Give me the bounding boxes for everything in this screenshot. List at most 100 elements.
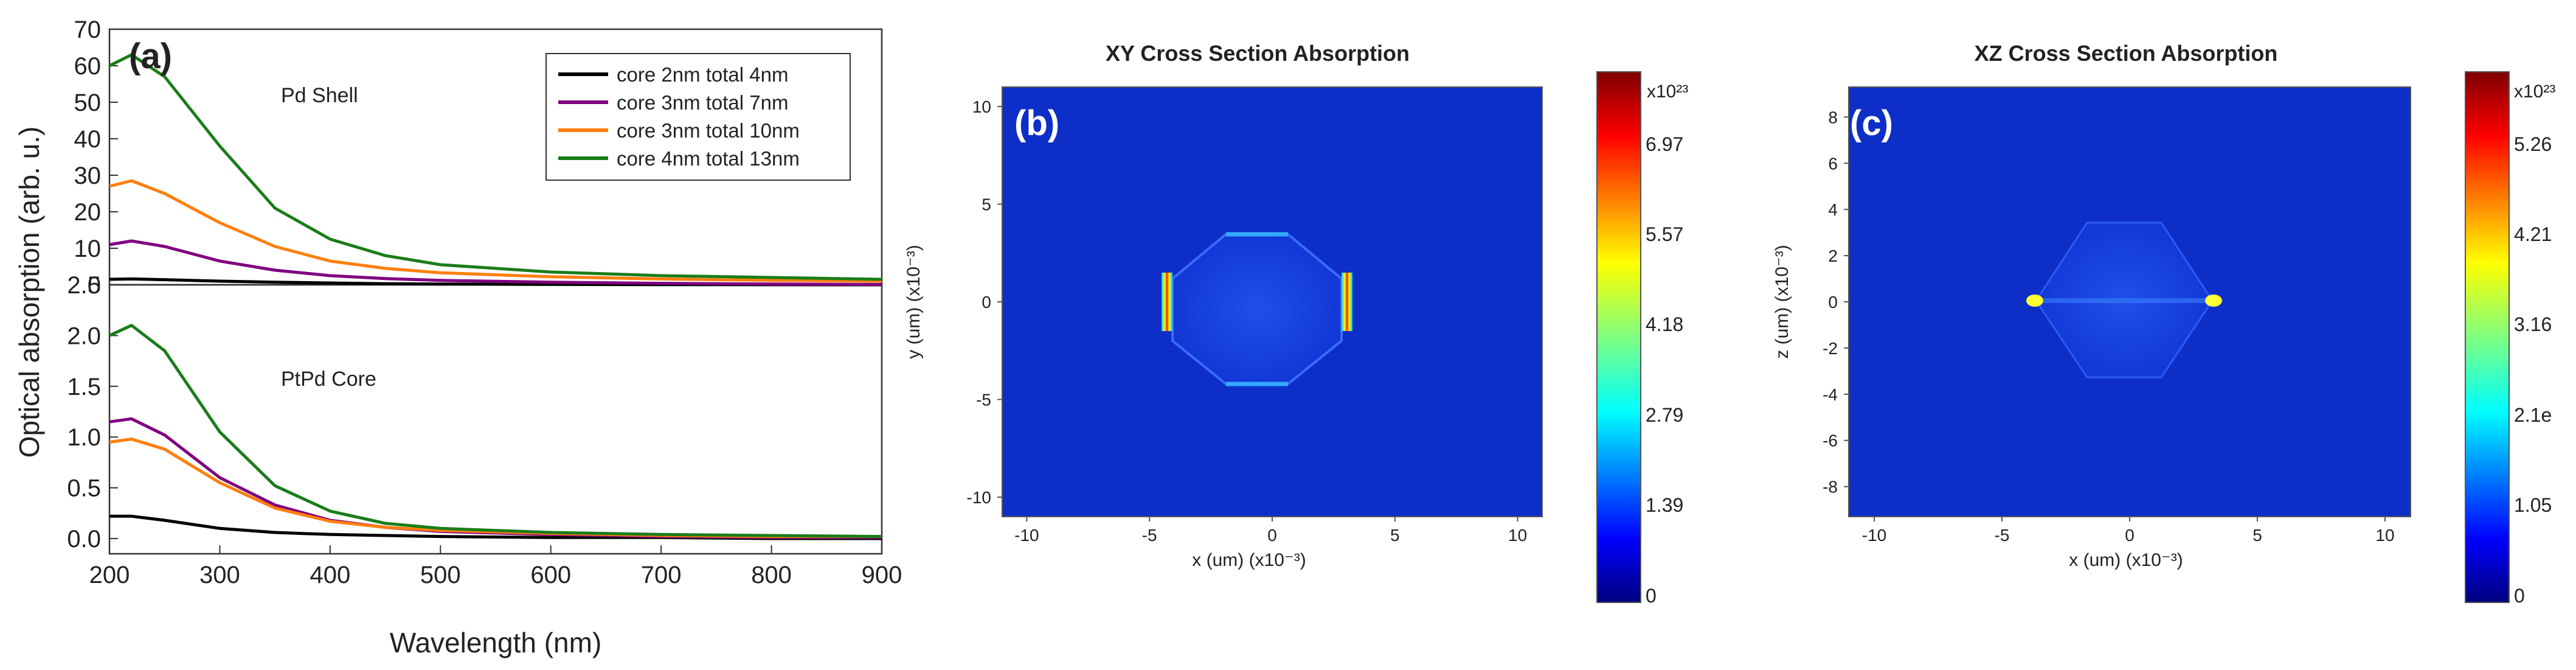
- panel_c-y-tick-label: -6: [1823, 431, 1838, 450]
- panel-c-hotspot-left: [2026, 295, 2043, 307]
- panel-a-x-tick-label: 600: [530, 562, 571, 588]
- panel_b-x-tick-label: 0: [1267, 526, 1277, 545]
- panel-b-title: XY Cross Section Absorption: [1106, 41, 1410, 66]
- panel_b-x-tick-label: 10: [1508, 526, 1527, 545]
- panel_c-y-tick-label: 4: [1828, 200, 1838, 219]
- panel-a-x-tick-label: 900: [862, 562, 902, 588]
- panel_c-y-tick-label: 2: [1828, 246, 1838, 265]
- panel_b-y-tick-label: 10: [972, 97, 991, 116]
- panel-a-label: (a): [129, 37, 172, 76]
- panel-a-bottom-y-tick-label: 0.0: [67, 526, 101, 553]
- panel-c-colorbar-ticks: 5.26 4.21 3.16 2.1e 1.05 0: [2514, 133, 2552, 607]
- panel-a-bottom-frame: [108, 284, 883, 555]
- legend-label: core 2nm total 4nm: [617, 63, 788, 86]
- panel-a-bottom-subtitle: PtPd Core: [281, 368, 376, 391]
- panel-c-hotspot-right: [2205, 295, 2222, 307]
- panel_b-x-tick-label: -10: [1014, 526, 1039, 545]
- panel-a-top-y-tick-label: 0: [88, 272, 101, 299]
- series-line-top-3: [109, 179, 882, 283]
- panel-a-bottom-y-tick-label: 2.5: [67, 272, 101, 299]
- panel_c-y-tick-label: 8: [1828, 108, 1838, 127]
- panel-c-particle: [2026, 222, 2222, 379]
- panel-a-top-subtitle: Pd Shell: [281, 84, 358, 107]
- panel-a-y-axis-label: Optical absorption (arb. u.): [13, 127, 45, 458]
- panel-a-bottom-y-tick-label: 1.0: [67, 424, 101, 451]
- legend-label: core 3nm total 10nm: [617, 119, 800, 142]
- panel-a-top-y-axis: 0 10 20 30 40 50 60 70: [74, 16, 118, 299]
- panel-b-y-axis-label: y (um) (x10⁻³): [904, 245, 924, 359]
- series-line-top-2: [109, 239, 882, 286]
- panel_b-colorbar-tick-label: 0: [1646, 585, 1657, 607]
- panel_b-y-tick-label: -10: [967, 488, 991, 507]
- series-line-bottom-3: [109, 438, 882, 539]
- panel_c-x-tick-label: 0: [2125, 526, 2135, 545]
- panel_c-x-tick-label: -5: [1995, 526, 2010, 545]
- panel-a-top-y-tick-label: 10: [74, 236, 102, 262]
- panel-a-top-y-tick-label: 20: [74, 199, 102, 226]
- series-line-top-4: [108, 53, 882, 281]
- panel_c-colorbar-tick-label: 3.16: [2514, 313, 2552, 335]
- panel-c-colorbar: [2465, 71, 2510, 603]
- panel-a-top-y-tick-label: 30: [74, 162, 102, 189]
- panel_c-x-tick-label: 10: [2375, 526, 2394, 545]
- panel-b-colorbar: [1596, 71, 1641, 603]
- panel-c-y-axis-label: z (um) (x10⁻³): [1772, 245, 1792, 359]
- panel-c-title: XZ Cross Section Absorption: [1975, 41, 2278, 66]
- panel-a-bottom-y-tick-label: 1.5: [67, 374, 101, 400]
- legend-label: core 3nm total 7nm: [617, 91, 788, 114]
- panel-b-hotspot-left: [1162, 273, 1172, 331]
- panel-b-octagon: [1171, 233, 1343, 385]
- panel-c-colorbar-exponent: x10²³: [2514, 82, 2555, 102]
- panel-a-top-y-tick-label: 40: [74, 126, 102, 153]
- panel-a-x-tick-label: 800: [751, 562, 792, 588]
- panel_b-y-tick-label: 0: [982, 293, 991, 312]
- panel_c-y-tick-label: 6: [1828, 154, 1838, 173]
- panel_b-y-tick-label: 5: [982, 195, 991, 214]
- legend: core 2nm total 4nm core 3nm total 7nm core…: [545, 53, 851, 181]
- panel_b-colorbar-tick-label: 4.18: [1646, 313, 1683, 335]
- panel-a-x-axis: 200 300 400 500 600 700 800 900: [89, 545, 902, 588]
- panel_c-y-tick-label: 0: [1828, 293, 1838, 312]
- panel-b-particle: [1162, 232, 1352, 386]
- panel-b-axes: -10 -5 0 5 10 10 5 0 -5 -10: [967, 97, 1528, 545]
- panel_b-x-tick-label: 5: [1390, 526, 1400, 545]
- panel-a-x-axis-label: Wavelength (nm): [390, 627, 602, 658]
- panel_b-colorbar-tick-label: 2.79: [1646, 404, 1683, 426]
- panel_c-x-tick-label: 5: [2252, 526, 2262, 545]
- panel-a: 0 10 20 30 40 50 60 70 0.0 0.5 1.0 1.5 2.0 2.5 200 30…: [13, 16, 902, 658]
- panel_c-colorbar-tick-label: 4.21: [2514, 223, 2552, 245]
- legend-label: core 4nm total 13nm: [617, 147, 800, 170]
- panel-b: XY Cross Section Absorption (b) -10 -5 0 5 1…: [904, 41, 1688, 607]
- panel-a-bottom-y-axis: 0.0 0.5 1.0 1.5 2.0 2.5: [67, 272, 118, 553]
- panel_c-x-tick-label: -10: [1862, 526, 1886, 545]
- panel-a-top-y-tick-label: 70: [74, 16, 102, 43]
- panel-a-top-series: [108, 53, 882, 287]
- panel-a-x-tick-label: 200: [89, 562, 130, 588]
- panel_c-y-tick-label: -2: [1823, 339, 1838, 358]
- panel_b-y-tick-label: -5: [976, 390, 991, 409]
- panel_c-y-tick-label: -4: [1823, 385, 1838, 404]
- panel-a-bottom-series: [108, 324, 882, 540]
- panel-b-hotspot-right: [1342, 273, 1352, 331]
- panel-a-x-tick-label: 300: [199, 562, 240, 588]
- panel-b-colorbar-ticks: 6.97 5.57 4.18 2.79 1.39 0: [1646, 133, 1683, 607]
- panel_b-colorbar-tick-label: 1.39: [1646, 494, 1683, 516]
- panel-a-x-tick-label: 700: [641, 562, 682, 588]
- panel-c: XZ Cross Section Absorption (c) -10 -5 0 5 1…: [1772, 41, 2555, 607]
- panel-a-top-y-tick-label: 50: [74, 89, 102, 116]
- panel-c-label: (c): [1850, 103, 1893, 143]
- panel_b-colorbar-tick-label: 6.97: [1646, 133, 1683, 155]
- panel_b-colorbar-tick-label: 5.57: [1646, 223, 1683, 245]
- panel-b-label: (b): [1014, 103, 1059, 143]
- panel_c-colorbar-tick-label: 1.05: [2514, 494, 2552, 516]
- panel-a-bottom-y-tick-label: 0.5: [67, 475, 101, 502]
- panel_c-y-tick-label: -8: [1823, 478, 1838, 497]
- panel_c-colorbar-tick-label: 2.1e: [2514, 404, 2552, 426]
- series-line-bottom-4: [108, 324, 882, 539]
- panel-a-x-tick-label: 400: [310, 562, 350, 588]
- panel-c-axes: -10 -5 0 5 10 8 6 4 2 0 -2 -4 -6 -8: [1823, 108, 2394, 545]
- panel-a-bottom-y-tick-label: 2.0: [67, 323, 101, 349]
- panel_c-colorbar-tick-label: 0: [2514, 585, 2525, 607]
- panel_b-x-tick-label: -5: [1142, 526, 1157, 545]
